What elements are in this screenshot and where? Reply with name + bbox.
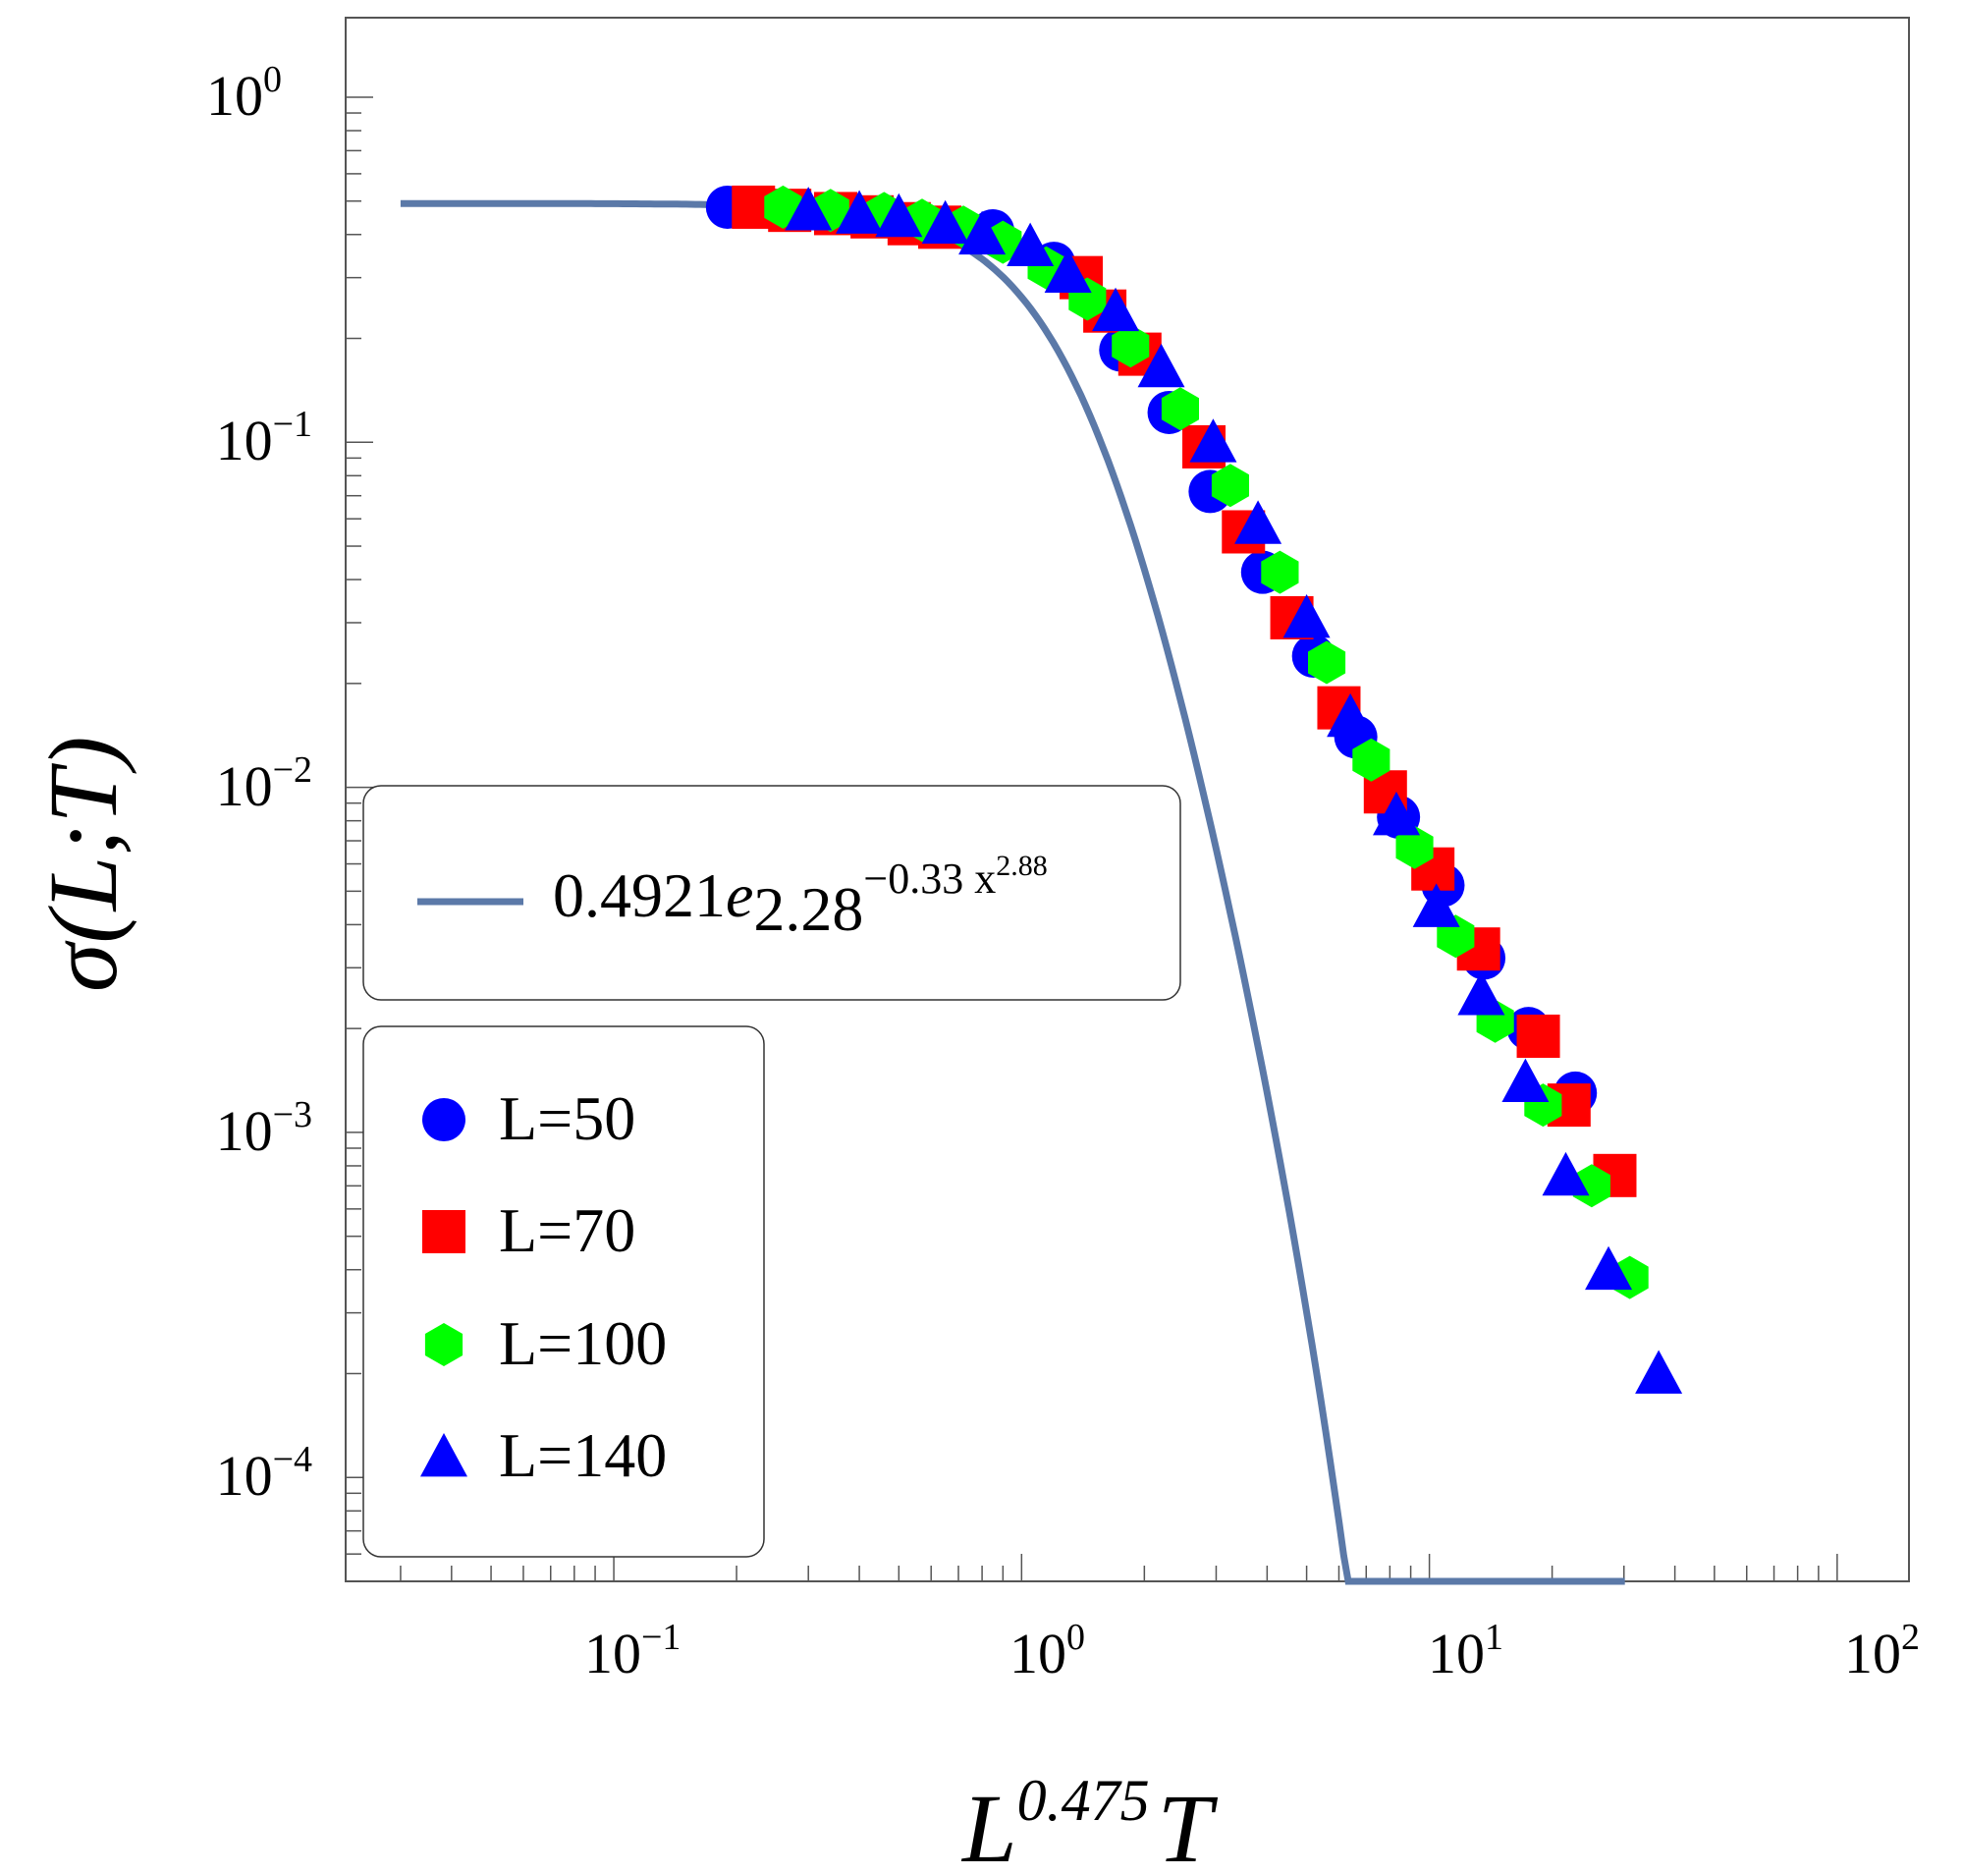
fit-curve bbox=[400, 199, 1625, 1585]
series-legend: L=50 L=70 L=100 L=140 bbox=[362, 1025, 765, 1558]
y-axis-label: σ(L;T) bbox=[28, 737, 137, 992]
fit-legend-box bbox=[362, 785, 1181, 1001]
point-hexagon bbox=[1352, 738, 1390, 782]
point-triangle bbox=[1092, 287, 1140, 332]
point-triangle bbox=[1327, 692, 1375, 738]
point-triangle bbox=[958, 210, 1007, 255]
point-square bbox=[1516, 1014, 1560, 1058]
point-triangle bbox=[1501, 1058, 1550, 1102]
x-axis-label: L0.475T bbox=[960, 1768, 1219, 1876]
legend-marker-hexagon bbox=[424, 1323, 463, 1366]
y-tick-labels: 100 10−1 10−2 10−3 10−4 bbox=[206, 59, 312, 1508]
legend-label: L=100 bbox=[499, 1308, 667, 1378]
point-hexagon bbox=[1112, 324, 1150, 368]
y-tick-label: 100 bbox=[206, 59, 282, 128]
point-triangle bbox=[1635, 1350, 1683, 1394]
legend-marker-square bbox=[422, 1210, 465, 1253]
legend-markers bbox=[420, 1098, 467, 1477]
point-hexagon bbox=[1572, 1164, 1610, 1208]
point-hexagon bbox=[1261, 550, 1299, 594]
y-tick-label: 10−4 bbox=[216, 1439, 312, 1508]
x-tick-label: 102 bbox=[1844, 1617, 1920, 1685]
point-triangle bbox=[1412, 883, 1460, 927]
point-triangle bbox=[1542, 1151, 1590, 1196]
point-triangle bbox=[1585, 1245, 1633, 1291]
point-triangle bbox=[1373, 792, 1421, 836]
point-triangle bbox=[1457, 971, 1505, 1016]
point-triangle bbox=[1282, 593, 1331, 638]
legend-label: L=70 bbox=[499, 1195, 635, 1265]
legend-marker-triangle bbox=[420, 1433, 467, 1477]
fit-legend: 0.4921e2.28−0.33 x2.88 bbox=[362, 785, 1181, 1001]
point-hexagon bbox=[1308, 640, 1346, 685]
legend-label: L=50 bbox=[499, 1083, 635, 1153]
series-legend-box bbox=[362, 1025, 765, 1558]
x-tick-label: 10−1 bbox=[584, 1617, 681, 1685]
point-triangle bbox=[875, 193, 923, 238]
legend-marker-circle bbox=[422, 1098, 465, 1141]
fit-curve-line bbox=[400, 199, 1625, 1585]
point-triangle bbox=[836, 190, 884, 234]
data-points bbox=[705, 185, 1683, 1394]
point-hexagon bbox=[1211, 464, 1249, 508]
y-tick-label: 10−2 bbox=[216, 749, 312, 818]
legend-labels: L=50 L=70 L=100 L=140 bbox=[499, 1083, 667, 1490]
point-hexagon bbox=[1161, 387, 1199, 431]
x-tick-label: 100 bbox=[1009, 1617, 1085, 1685]
legend-label: L=140 bbox=[499, 1420, 667, 1490]
x-tick-label: 101 bbox=[1428, 1617, 1503, 1685]
point-triangle bbox=[1234, 500, 1282, 544]
series-l-140 bbox=[785, 187, 1683, 1394]
point-triangle bbox=[921, 199, 969, 245]
y-tick-label: 10−3 bbox=[216, 1094, 312, 1163]
point-triangle bbox=[1189, 418, 1237, 463]
point-triangle bbox=[1044, 248, 1092, 294]
point-triangle bbox=[1007, 222, 1055, 267]
y-tick-label: 10−1 bbox=[216, 404, 312, 472]
point-triangle bbox=[1137, 343, 1185, 388]
point-hexagon bbox=[1395, 825, 1434, 869]
point-triangle bbox=[785, 187, 833, 231]
x-tick-labels: 10−1 100 101 102 bbox=[584, 1617, 1920, 1685]
axis-ticks bbox=[346, 96, 1838, 1582]
fit-legend-label: 0.4921e2.28−0.33 x2.88 bbox=[553, 850, 1048, 944]
